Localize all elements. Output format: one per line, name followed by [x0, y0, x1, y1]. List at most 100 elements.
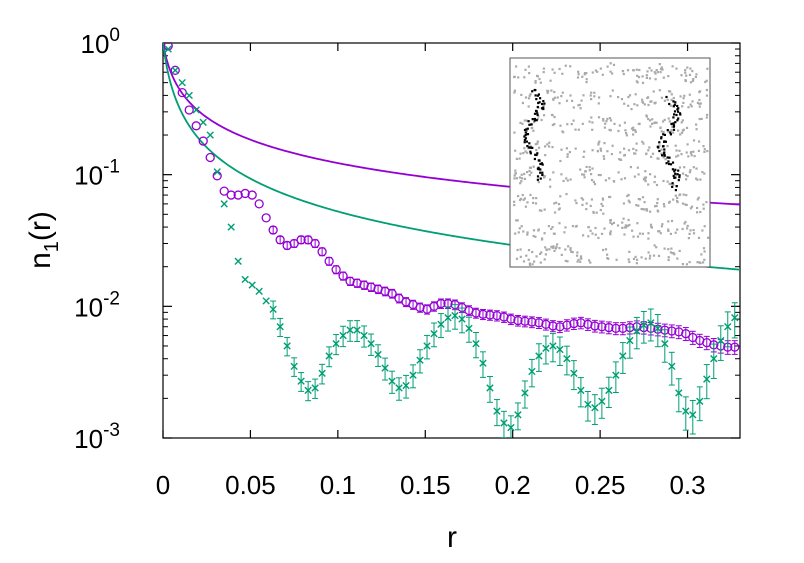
inset-particle [526, 233, 529, 236]
inset-particle [688, 171, 691, 174]
inset-particle [583, 73, 586, 76]
inset-particle [684, 174, 687, 177]
inset-particle [599, 174, 602, 177]
inset-particle [523, 147, 526, 150]
inset-particle [518, 176, 521, 179]
inset-particle [702, 261, 705, 264]
inset-particle [597, 236, 600, 239]
inset-particle [533, 121, 536, 124]
inset-particle [658, 63, 661, 66]
inset-particle [542, 67, 545, 70]
inset-particle [663, 99, 666, 102]
inset-particle [563, 231, 566, 234]
data-point [339, 331, 347, 340]
inset-particle [528, 169, 531, 173]
inset-particle [660, 152, 663, 155]
inset-particle [557, 203, 561, 206]
inset-particle [550, 89, 553, 92]
inset-particle [685, 151, 688, 154]
inset-particle [523, 172, 526, 176]
inset-particle [528, 262, 531, 265]
data-point [667, 326, 677, 336]
inset-particle [577, 73, 580, 76]
inset-particle [659, 126, 662, 130]
data-point [717, 336, 725, 345]
inset-particle [685, 263, 688, 266]
data-point [492, 310, 502, 321]
data-point [170, 65, 180, 75]
data-point [541, 319, 551, 329]
inset-particle [553, 90, 556, 94]
inset-particle [576, 251, 579, 254]
inset-particle [647, 237, 650, 240]
inset-particle [659, 71, 662, 74]
inset-particle [540, 238, 544, 241]
inset-particle [609, 195, 612, 199]
inset-particle [522, 260, 526, 263]
data-point [527, 317, 537, 327]
inset-particle [647, 103, 650, 107]
inset-particle [591, 128, 594, 131]
inset-particle [585, 78, 588, 81]
inset-particle [675, 67, 678, 70]
inset-particle [575, 202, 578, 205]
inset-particle [532, 201, 535, 204]
data-point [682, 407, 690, 415]
data-point [604, 322, 614, 333]
x-tick-label: 0.3 [669, 470, 705, 500]
inset-tagged-particle [661, 145, 665, 148]
inset-particle [686, 227, 689, 230]
data-point [647, 319, 655, 327]
inset-tagged-particle [668, 162, 671, 166]
inset-particle [545, 248, 548, 251]
inset-particle [692, 232, 696, 235]
inset-particle [647, 232, 650, 235]
inset-particle [636, 235, 640, 238]
inset-particle [588, 166, 591, 169]
data-point [437, 320, 445, 329]
inset-tagged-particle [673, 170, 676, 173]
inset-tagged-particle [526, 133, 529, 136]
inset-particle [634, 152, 637, 155]
inset-particle [535, 197, 538, 200]
inset-particle [603, 157, 606, 160]
inset-particle [660, 130, 663, 133]
inset-tagged-particle [525, 140, 528, 143]
inset-particle [692, 150, 695, 153]
inset-particle [650, 225, 653, 228]
data-point [262, 297, 270, 305]
inset-particle [564, 226, 567, 229]
inset-particle [513, 200, 516, 203]
inset-particle [685, 203, 688, 206]
inset-particle [636, 74, 639, 77]
data-point [394, 293, 404, 303]
data-point [297, 377, 305, 385]
inset-tagged-particle [669, 133, 672, 136]
inset-tagged-particle [524, 137, 527, 140]
inset-particle [551, 123, 554, 127]
data-point [555, 322, 565, 332]
data-point [563, 355, 571, 363]
inset-particle [515, 257, 519, 260]
data-point [381, 364, 389, 372]
inset-particle [697, 149, 700, 152]
inset-particle [538, 146, 541, 149]
inset-particle [513, 75, 516, 78]
inset-tagged-particle [678, 112, 682, 115]
inset-particle [660, 225, 663, 228]
inset-particle [698, 98, 701, 102]
data-point [374, 350, 382, 359]
inset-particle [609, 221, 612, 224]
inset-particle [538, 209, 541, 212]
inset-particle [670, 98, 673, 101]
inset-particle [520, 177, 524, 180]
inset-tagged-particle [536, 178, 539, 181]
inset-tagged-particle [523, 128, 527, 132]
inset-particle [617, 171, 620, 174]
data-series [163, 43, 740, 438]
inset-tagged-particle [523, 135, 526, 138]
inset-particle [606, 150, 609, 153]
data-point [681, 329, 691, 339]
inset-particle [560, 253, 563, 256]
inset-particle [540, 209, 543, 212]
